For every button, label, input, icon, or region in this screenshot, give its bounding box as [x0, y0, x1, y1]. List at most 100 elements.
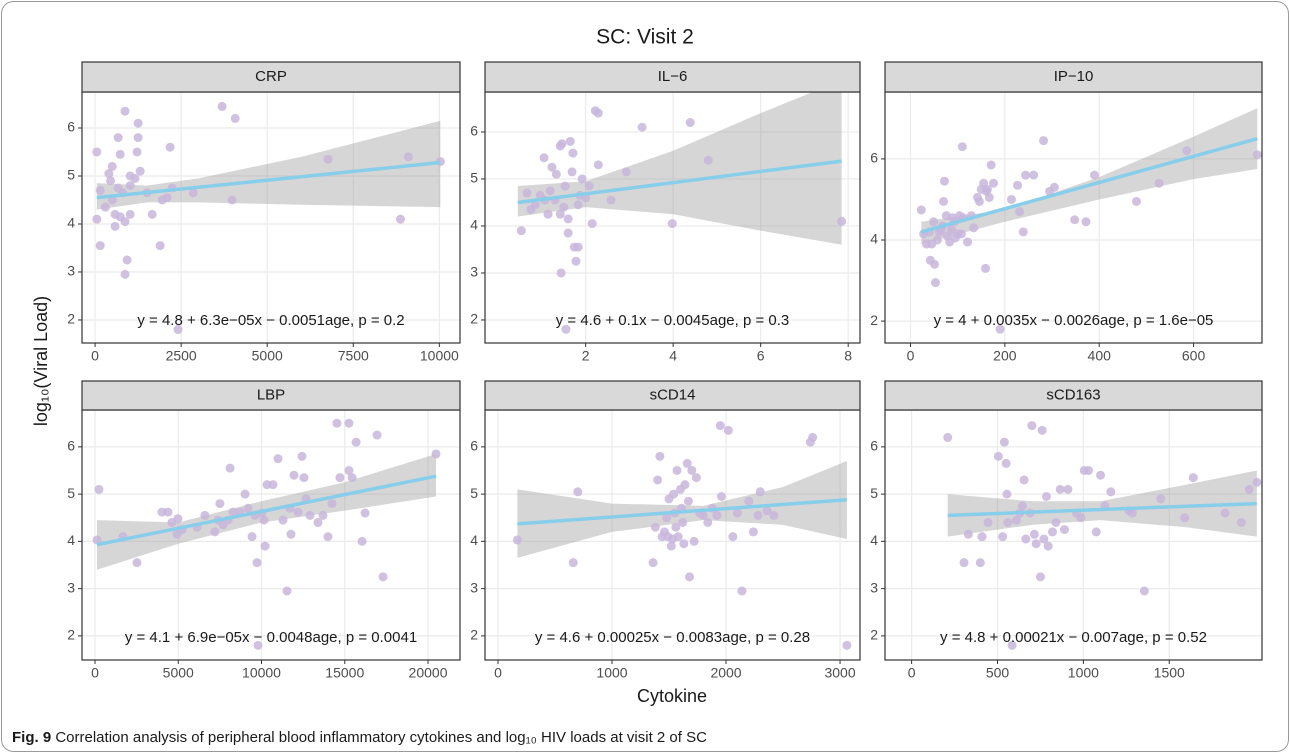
y-tick-label: 3 — [67, 263, 75, 279]
data-point — [712, 510, 722, 520]
y-tick-label: 2 — [870, 312, 878, 328]
data-point — [672, 465, 682, 475]
fit-line — [517, 498, 848, 526]
data-point — [939, 176, 949, 186]
plot-area — [916, 108, 1262, 334]
data-point — [621, 167, 631, 177]
data-point — [173, 325, 183, 335]
data-point — [969, 223, 979, 233]
x-tick-label: 1500 — [1154, 665, 1185, 681]
data-point — [1041, 491, 1051, 501]
data-point — [1154, 178, 1164, 188]
data-point — [568, 558, 578, 568]
x-tick-label: 5000 — [163, 665, 194, 681]
panel: 0 200 400 600 2 4 6 IP−10 y = 4 + 0.0035x − 0.00… — [870, 61, 1263, 364]
data-point — [1106, 487, 1116, 497]
data-point — [188, 188, 198, 198]
data-point — [278, 515, 288, 525]
plot-area — [943, 421, 1262, 650]
fit-line — [517, 159, 842, 205]
data-point — [1180, 513, 1190, 523]
y-tick-label: 2 — [870, 627, 878, 643]
data-point — [313, 517, 323, 527]
data-point — [999, 437, 1009, 447]
data-point — [993, 451, 1003, 461]
strip-title: IP−10 — [1054, 68, 1094, 85]
data-point — [982, 184, 992, 194]
data-point — [728, 532, 738, 542]
data-point — [120, 269, 130, 279]
data-point — [107, 161, 117, 171]
data-point — [113, 133, 123, 143]
data-point — [983, 517, 993, 527]
data-point — [297, 451, 307, 461]
data-point — [539, 153, 549, 163]
caption-label: Fig. 9 — [12, 729, 51, 746]
x-tick-label: 0 — [91, 348, 99, 364]
data-point — [1055, 484, 1065, 494]
data-point — [268, 480, 278, 490]
data-point — [691, 473, 701, 483]
x-tick-label: 15000 — [325, 665, 364, 681]
data-point — [571, 256, 581, 266]
data-point — [1002, 489, 1012, 499]
strip-title: IL−6 — [658, 68, 688, 85]
caption-text: Correlation analysis of peripheral blood… — [55, 729, 707, 746]
data-point — [1017, 501, 1027, 511]
strip — [884, 380, 1263, 411]
data-point — [115, 149, 125, 159]
data-point — [162, 193, 172, 203]
data-point — [92, 214, 102, 224]
data-point — [666, 541, 676, 551]
x-axis-label: Cytokine — [637, 686, 707, 706]
annotation: y = 4.6 + 0.1x − 0.0045age, p = 0.3 — [556, 312, 790, 329]
data-point — [252, 558, 262, 568]
data-point — [930, 278, 940, 288]
data-point — [1013, 180, 1023, 190]
data-point — [243, 503, 253, 513]
strip-title: sCD163 — [1046, 386, 1100, 403]
data-point — [1027, 421, 1037, 431]
data-point — [344, 465, 354, 475]
data-point — [560, 181, 570, 191]
data-point — [975, 558, 985, 568]
data-point — [555, 209, 565, 219]
data-point — [323, 532, 333, 542]
fit-line — [947, 501, 1257, 518]
x-tick-label: 20000 — [409, 665, 448, 681]
data-point — [1039, 136, 1049, 146]
data-point — [327, 499, 337, 509]
y-axis-label: log₁₀(Viral Load) — [31, 296, 51, 426]
data-point — [210, 527, 220, 537]
data-point — [837, 216, 847, 226]
x-tick-label: 600 — [1182, 348, 1206, 364]
data-point — [584, 181, 594, 191]
data-point — [530, 200, 540, 210]
data-point — [133, 133, 143, 143]
data-point — [125, 209, 135, 219]
data-point — [289, 470, 299, 480]
data-point — [282, 586, 292, 596]
data-point — [1007, 640, 1017, 650]
y-tick-label: 5 — [470, 170, 478, 186]
data-point — [318, 510, 328, 520]
data-point — [273, 454, 283, 464]
fit-line — [96, 474, 437, 547]
data-point — [748, 527, 758, 537]
data-point — [547, 162, 557, 172]
data-point — [606, 195, 616, 205]
x-tick-label: 0 — [907, 348, 915, 364]
data-point — [932, 235, 942, 245]
data-point — [1220, 508, 1230, 518]
strip — [81, 61, 461, 93]
annotation: y = 4.8 + 6.3e−05x − 0.0051age, p = 0.2 — [137, 312, 404, 329]
data-point — [567, 167, 577, 177]
data-point — [92, 535, 102, 545]
data-point — [687, 465, 697, 475]
data-point — [1001, 458, 1011, 468]
data-point — [662, 513, 672, 523]
x-tick-label: 4 — [669, 348, 677, 364]
data-point — [217, 101, 227, 111]
annotation: y = 4.6 + 0.00025x − 0.0083age, p = 0.28 — [535, 629, 810, 646]
data-point — [94, 484, 104, 494]
